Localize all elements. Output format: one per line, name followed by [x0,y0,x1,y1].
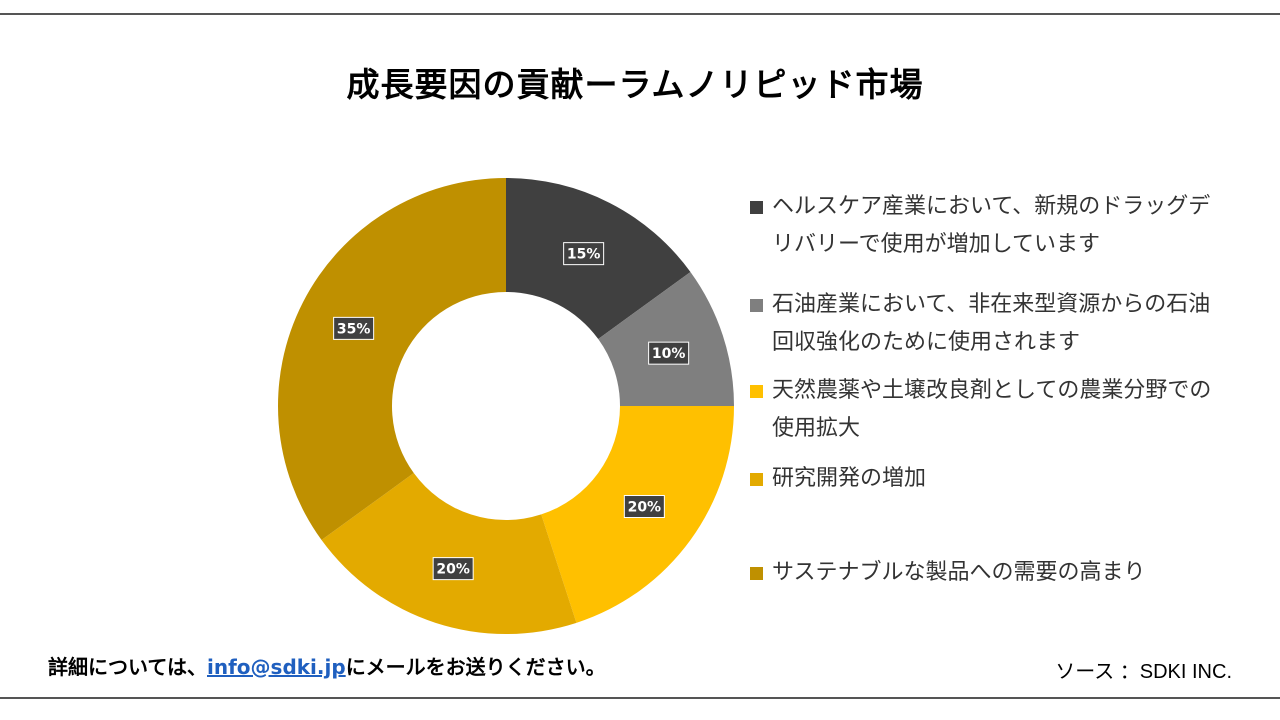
contact-note-prefix: 詳細については、 [48,655,207,679]
legend-swatch-3 [750,385,763,398]
data-label-4: 20% [432,557,474,581]
legend-label-1: ヘルスケア産業において、新規のドラッグデリバリーで使用が増加しています [772,194,1211,257]
data-label-box-5 [333,316,375,340]
contact-note-suffix: にメールをお送りください。 [345,655,606,679]
legend-swatch-2 [750,299,763,312]
data-label-box-2 [648,341,690,365]
data-label-5: 35% [333,316,375,340]
data-label-text-2: 10% [652,346,686,362]
source-credit: ソース ：SDKI INC. [1055,661,1232,683]
donut-slice-5 [278,178,506,541]
legend-label-5: サステナブルな製品への需要の高まり [772,560,1146,585]
data-label-text-1: 15% [567,247,601,263]
contact-note: 詳細については、info@sdki.jpにメールをお送りください。 [48,651,606,680]
bottom-divider [0,697,1280,699]
donut-slice-4 [321,473,577,634]
legend-swatch-5 [750,567,763,580]
data-label-box-1 [563,242,605,266]
legend-swatch-1 [750,201,763,214]
top-divider [0,13,1280,15]
legend-label-3: 天然農薬や土壌改良剤としての農業分野での使用拡大 [772,378,1212,441]
data-label-3: 20% [623,495,665,519]
legend-label-4: 研究開発の増加 [772,466,927,491]
legend-label-2: 石油産業において、非在来型資源からの石油回収強化のために使用されます [772,292,1211,355]
data-label-text-5: 35% [337,321,371,337]
data-label-text-3: 20% [628,500,662,516]
chart-title: 成長要因の貢献ーラムノリピッド市場 [346,65,924,104]
legend-swatch-4 [750,473,763,486]
data-label-box-3 [623,495,665,519]
data-label-1: 15% [563,242,605,266]
email-link[interactable]: info@sdki.jp [207,655,346,679]
data-label-box-4 [432,557,474,581]
data-label-2: 10% [648,341,690,365]
data-label-text-4: 20% [436,562,470,578]
donut-slice-2 [598,271,734,406]
